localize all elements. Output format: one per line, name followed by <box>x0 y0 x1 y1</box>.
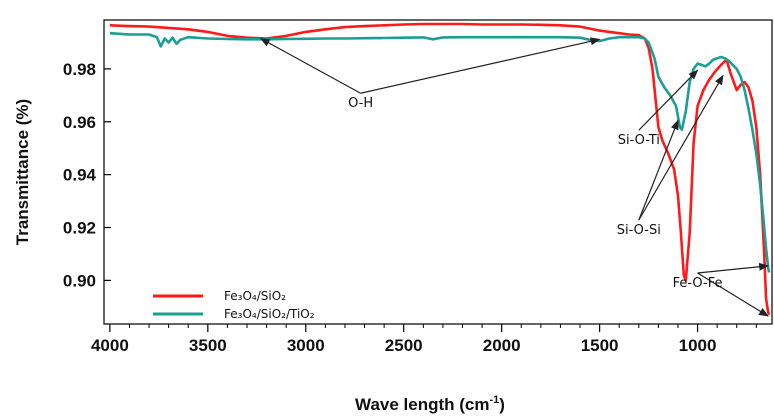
y-tick-label: 0.94 <box>63 166 97 185</box>
annotation-label: O-H <box>348 96 373 111</box>
series-lines <box>109 22 771 316</box>
annotation-arrow <box>259 37 361 94</box>
x-tick-label: 2500 <box>385 336 423 355</box>
series-line-2 <box>109 31 771 273</box>
y-tick-label: 0.96 <box>63 113 96 132</box>
x-axis-title: Wave length (cm-1) <box>355 394 505 414</box>
annotation-arrow <box>697 262 770 274</box>
y-tick-label: 0.90 <box>63 271 96 290</box>
annotation-arrow <box>697 272 769 317</box>
annotation-arrow <box>360 37 601 94</box>
legend-label-series-1: Fe₃O₄/SiO₂ <box>224 289 286 303</box>
x-tick-label: 3500 <box>189 336 227 355</box>
annotation-arrow <box>638 74 724 221</box>
x-tick-label: 2000 <box>483 336 521 355</box>
x-axis-ticks: 4000 3500 3000 2500 2000 1500 1000 <box>91 324 757 355</box>
x-tick-label: 4000 <box>91 336 129 355</box>
y-axis-title: Transmittance (%) <box>13 99 32 245</box>
y-axis-ticks: 0.98 0.96 0.94 0.92 0.90 <box>63 60 111 290</box>
x-tick-label: 1500 <box>581 336 619 355</box>
annotation-arrow <box>638 69 699 131</box>
x-tick-label: 1000 <box>679 336 717 355</box>
annotation-label: Si-O-Si <box>617 223 661 238</box>
annotation-label: Si-O-Ti <box>618 133 660 148</box>
plot-frame <box>103 19 773 325</box>
legend-label-series-2: Fe₃O₄/SiO₂/TiO₂ <box>224 307 315 321</box>
y-tick-label: 0.92 <box>63 219 96 238</box>
x-tick-label: 3000 <box>287 336 325 355</box>
legend: Fe₃O₄/SiO₂ Fe₃O₄/SiO₂/TiO₂ <box>153 289 315 321</box>
y-tick-label: 0.98 <box>63 60 96 79</box>
annotations: O-H Si-O-Ti Si-O-Si Fe-O-Fe <box>259 37 770 317</box>
annotation-label: Fe-O-Fe <box>673 276 723 291</box>
series-line-1 <box>109 22 771 316</box>
annotation-arrow <box>638 119 679 221</box>
